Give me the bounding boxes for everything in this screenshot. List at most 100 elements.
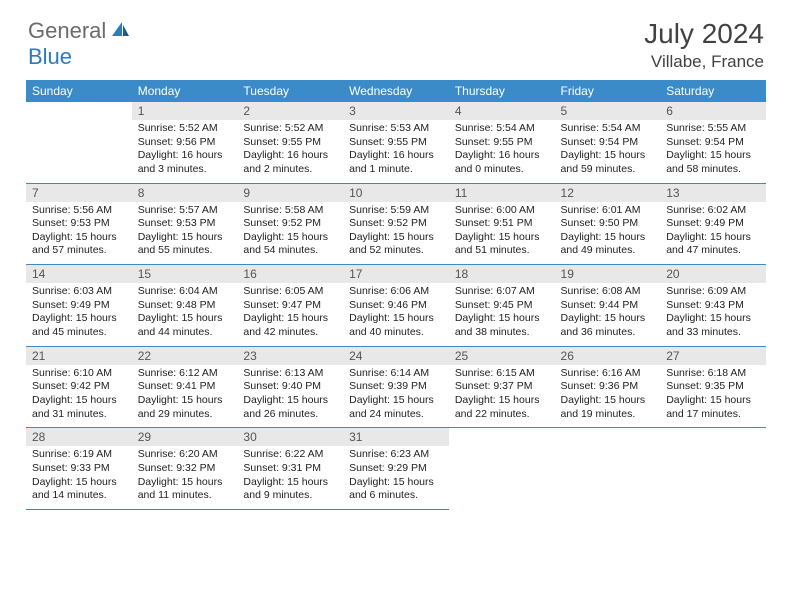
day-body: Sunrise: 5:58 AMSunset: 9:52 PMDaylight:…: [237, 202, 343, 265]
daylight-text: and 22 minutes.: [455, 408, 549, 422]
sunrise-text: Sunrise: 5:57 AM: [138, 204, 232, 218]
calendar-cell: 29Sunrise: 6:20 AMSunset: 9:32 PMDayligh…: [132, 428, 238, 510]
day-number: 4: [449, 102, 555, 120]
daylight-text: Daylight: 15 hours: [32, 394, 126, 408]
calendar-cell: 21Sunrise: 6:10 AMSunset: 9:42 PMDayligh…: [26, 346, 132, 428]
daylight-text: Daylight: 15 hours: [455, 231, 549, 245]
daylight-text: and 2 minutes.: [243, 163, 337, 177]
sunrise-text: Sunrise: 6:02 AM: [666, 204, 760, 218]
sunrise-text: Sunrise: 6:16 AM: [561, 367, 655, 381]
day-body: Sunrise: 6:10 AMSunset: 9:42 PMDaylight:…: [26, 365, 132, 428]
calendar-cell: 14Sunrise: 6:03 AMSunset: 9:49 PMDayligh…: [26, 265, 132, 347]
calendar-row: 21Sunrise: 6:10 AMSunset: 9:42 PMDayligh…: [26, 346, 766, 428]
sunset-text: Sunset: 9:49 PM: [32, 299, 126, 313]
weekday-header: Friday: [555, 80, 661, 102]
daylight-text: Daylight: 15 hours: [561, 231, 655, 245]
calendar-cell: 12Sunrise: 6:01 AMSunset: 9:50 PMDayligh…: [555, 183, 661, 265]
sunrise-text: Sunrise: 6:03 AM: [32, 285, 126, 299]
daylight-text: and 29 minutes.: [138, 408, 232, 422]
weekday-header: Wednesday: [343, 80, 449, 102]
month-title: July 2024: [644, 18, 764, 50]
day-number: 26: [555, 347, 661, 365]
day-body: Sunrise: 6:08 AMSunset: 9:44 PMDaylight:…: [555, 283, 661, 346]
day-body: Sunrise: 6:16 AMSunset: 9:36 PMDaylight:…: [555, 365, 661, 428]
daylight-text: and 26 minutes.: [243, 408, 337, 422]
day-body: Sunrise: 6:03 AMSunset: 9:49 PMDaylight:…: [26, 283, 132, 346]
sunset-text: Sunset: 9:50 PM: [561, 217, 655, 231]
day-number: 10: [343, 184, 449, 202]
sunrise-text: Sunrise: 6:20 AM: [138, 448, 232, 462]
daylight-text: and 58 minutes.: [666, 163, 760, 177]
calendar-cell: 1Sunrise: 5:52 AMSunset: 9:56 PMDaylight…: [132, 102, 238, 183]
calendar-cell: 24Sunrise: 6:14 AMSunset: 9:39 PMDayligh…: [343, 346, 449, 428]
day-body: Sunrise: 6:15 AMSunset: 9:37 PMDaylight:…: [449, 365, 555, 428]
daylight-text: Daylight: 15 hours: [349, 394, 443, 408]
sunrise-text: Sunrise: 5:54 AM: [455, 122, 549, 136]
day-number: 19: [555, 265, 661, 283]
daylight-text: Daylight: 15 hours: [138, 394, 232, 408]
daylight-text: Daylight: 15 hours: [243, 312, 337, 326]
day-body: Sunrise: 5:59 AMSunset: 9:52 PMDaylight:…: [343, 202, 449, 265]
day-number: 6: [660, 102, 766, 120]
day-number: 13: [660, 184, 766, 202]
calendar-cell: 16Sunrise: 6:05 AMSunset: 9:47 PMDayligh…: [237, 265, 343, 347]
day-number: 15: [132, 265, 238, 283]
daylight-text: Daylight: 15 hours: [32, 312, 126, 326]
sunset-text: Sunset: 9:53 PM: [138, 217, 232, 231]
daylight-text: and 1 minute.: [349, 163, 443, 177]
calendar-cell: 30Sunrise: 6:22 AMSunset: 9:31 PMDayligh…: [237, 428, 343, 510]
calendar-cell: 17Sunrise: 6:06 AMSunset: 9:46 PMDayligh…: [343, 265, 449, 347]
sunset-text: Sunset: 9:55 PM: [243, 136, 337, 150]
day-body: Sunrise: 6:20 AMSunset: 9:32 PMDaylight:…: [132, 446, 238, 509]
sunrise-text: Sunrise: 6:23 AM: [349, 448, 443, 462]
calendar-table: Sunday Monday Tuesday Wednesday Thursday…: [26, 80, 766, 510]
sunset-text: Sunset: 9:49 PM: [666, 217, 760, 231]
daylight-text: and 38 minutes.: [455, 326, 549, 340]
calendar-cell: 4Sunrise: 5:54 AMSunset: 9:55 PMDaylight…: [449, 102, 555, 183]
calendar-cell: 13Sunrise: 6:02 AMSunset: 9:49 PMDayligh…: [660, 183, 766, 265]
day-number: 11: [449, 184, 555, 202]
sunset-text: Sunset: 9:56 PM: [138, 136, 232, 150]
day-body: Sunrise: 5:56 AMSunset: 9:53 PMDaylight:…: [26, 202, 132, 265]
daylight-text: and 59 minutes.: [561, 163, 655, 177]
logo-sail-icon: [110, 20, 130, 43]
sunrise-text: Sunrise: 6:18 AM: [666, 367, 760, 381]
day-number: 20: [660, 265, 766, 283]
daylight-text: and 33 minutes.: [666, 326, 760, 340]
calendar-cell: 18Sunrise: 6:07 AMSunset: 9:45 PMDayligh…: [449, 265, 555, 347]
day-body: Sunrise: 5:52 AMSunset: 9:56 PMDaylight:…: [132, 120, 238, 183]
daylight-text: and 3 minutes.: [138, 163, 232, 177]
day-number: 12: [555, 184, 661, 202]
day-number: 17: [343, 265, 449, 283]
sunset-text: Sunset: 9:51 PM: [455, 217, 549, 231]
day-number: 16: [237, 265, 343, 283]
day-number: 8: [132, 184, 238, 202]
day-body: Sunrise: 6:06 AMSunset: 9:46 PMDaylight:…: [343, 283, 449, 346]
sunset-text: Sunset: 9:47 PM: [243, 299, 337, 313]
sunset-text: Sunset: 9:33 PM: [32, 462, 126, 476]
calendar-row: 14Sunrise: 6:03 AMSunset: 9:49 PMDayligh…: [26, 265, 766, 347]
daylight-text: and 57 minutes.: [32, 244, 126, 258]
calendar-cell: 15Sunrise: 6:04 AMSunset: 9:48 PMDayligh…: [132, 265, 238, 347]
day-number: 27: [660, 347, 766, 365]
weekday-header: Saturday: [660, 80, 766, 102]
sunset-text: Sunset: 9:46 PM: [349, 299, 443, 313]
calendar-cell: 27Sunrise: 6:18 AMSunset: 9:35 PMDayligh…: [660, 346, 766, 428]
sunset-text: Sunset: 9:42 PM: [32, 380, 126, 394]
day-number: 18: [449, 265, 555, 283]
daylight-text: Daylight: 16 hours: [349, 149, 443, 163]
calendar-row: 7Sunrise: 5:56 AMSunset: 9:53 PMDaylight…: [26, 183, 766, 265]
sunset-text: Sunset: 9:35 PM: [666, 380, 760, 394]
sunrise-text: Sunrise: 6:04 AM: [138, 285, 232, 299]
sunrise-text: Sunrise: 6:07 AM: [455, 285, 549, 299]
sunset-text: Sunset: 9:39 PM: [349, 380, 443, 394]
weekday-header: Monday: [132, 80, 238, 102]
logo-text-general: General: [28, 18, 106, 44]
sunset-text: Sunset: 9:55 PM: [349, 136, 443, 150]
sunset-text: Sunset: 9:44 PM: [561, 299, 655, 313]
sunrise-text: Sunrise: 6:15 AM: [455, 367, 549, 381]
daylight-text: Daylight: 15 hours: [561, 394, 655, 408]
day-number: 2: [237, 102, 343, 120]
calendar-cell: 7Sunrise: 5:56 AMSunset: 9:53 PMDaylight…: [26, 183, 132, 265]
calendar-cell: 28Sunrise: 6:19 AMSunset: 9:33 PMDayligh…: [26, 428, 132, 510]
